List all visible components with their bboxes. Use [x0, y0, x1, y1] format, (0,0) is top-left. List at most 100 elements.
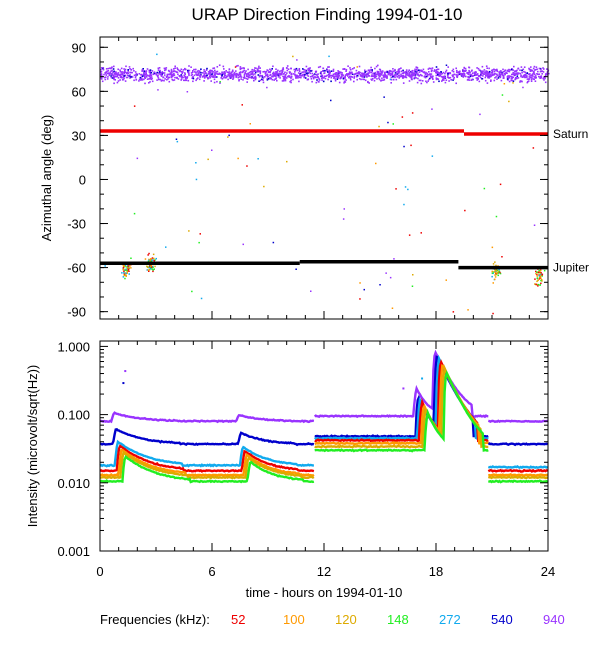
intensity-series-940 [487, 419, 548, 424]
direction-point [329, 71, 331, 74]
direction-point [403, 203, 405, 206]
direction-point [343, 82, 345, 84]
direction-point [219, 73, 222, 75]
direction-point [174, 67, 176, 69]
direction-point [127, 70, 129, 72]
direction-point [237, 76, 239, 79]
direction-point [447, 76, 450, 79]
direction-point [345, 70, 347, 72]
direction-point [257, 67, 260, 69]
direction-point [105, 68, 108, 70]
direction-point [528, 67, 530, 70]
direction-point [227, 136, 229, 138]
direction-point [245, 70, 247, 72]
direction-point [240, 76, 243, 78]
direction-point [232, 77, 235, 79]
direction-point [310, 290, 312, 292]
direction-point [186, 76, 189, 78]
direction-point [239, 73, 242, 76]
direction-point [258, 80, 260, 82]
direction-point [428, 71, 430, 73]
direction-point [105, 72, 107, 75]
direction-point [403, 76, 406, 78]
direction-point [347, 72, 350, 75]
direction-point [113, 76, 116, 79]
direction-point [414, 69, 416, 72]
direction-point [253, 70, 255, 72]
direction-point [296, 69, 299, 72]
direction-point [272, 75, 274, 77]
direction-point [484, 76, 487, 79]
direction-point [276, 70, 278, 73]
direction-point [371, 75, 374, 78]
direction-point [405, 76, 408, 79]
direction-point [152, 253, 155, 256]
direction-point [266, 79, 269, 81]
direction-point [110, 73, 112, 75]
direction-point [244, 71, 247, 74]
direction-point [541, 273, 543, 276]
direction-point [520, 80, 523, 82]
intensity-series-940 [313, 349, 489, 419]
direction-point [243, 67, 245, 69]
direction-point [203, 71, 205, 73]
direction-point [309, 67, 311, 69]
direction-point [311, 69, 313, 72]
direction-point [227, 78, 229, 81]
direction-point [532, 147, 535, 149]
direction-point [160, 79, 163, 82]
intensity-series-540 [487, 442, 549, 447]
direction-point [305, 72, 308, 75]
direction-point [183, 74, 185, 77]
direction-point [290, 76, 293, 78]
direction-point [541, 279, 543, 281]
direction-point [534, 69, 536, 71]
direction-point [157, 77, 160, 79]
direction-point [308, 67, 310, 70]
direction-point [336, 78, 339, 80]
direction-point [273, 75, 276, 77]
direction-point [158, 71, 161, 73]
direction-point [119, 71, 122, 73]
direction-point [386, 71, 389, 73]
direction-point [531, 73, 534, 76]
direction-point [499, 183, 502, 186]
direction-point [504, 73, 506, 76]
direction-point [523, 66, 526, 68]
legend-title: Frequencies (kHz): [100, 612, 210, 627]
direction-point [413, 72, 415, 74]
direction-point [512, 80, 515, 82]
direction-point [163, 72, 166, 74]
direction-point [349, 75, 351, 78]
direction-point [215, 76, 218, 78]
direction-point [436, 77, 439, 80]
direction-point [510, 79, 513, 82]
direction-point [340, 73, 343, 76]
direction-point [238, 73, 240, 76]
direction-point [410, 74, 412, 77]
direction-point [379, 284, 381, 286]
direction-point [135, 78, 138, 81]
direction-point [212, 75, 215, 77]
direction-point [389, 72, 392, 75]
direction-point [181, 75, 183, 78]
direction-point [110, 70, 113, 72]
direction-point [548, 72, 550, 75]
direction-point [525, 76, 527, 79]
direction-point [517, 72, 520, 74]
direction-point [516, 72, 518, 74]
direction-point [177, 69, 180, 71]
direction-point [429, 73, 431, 75]
direction-point [529, 73, 531, 75]
direction-point [431, 75, 433, 77]
direction-point [239, 71, 242, 74]
direction-point [168, 73, 170, 76]
direction-point [389, 276, 392, 279]
direction-point [288, 75, 291, 78]
direction-point [474, 72, 476, 75]
direction-point [334, 76, 336, 78]
direction-point [362, 73, 364, 75]
direction-point [122, 76, 125, 78]
